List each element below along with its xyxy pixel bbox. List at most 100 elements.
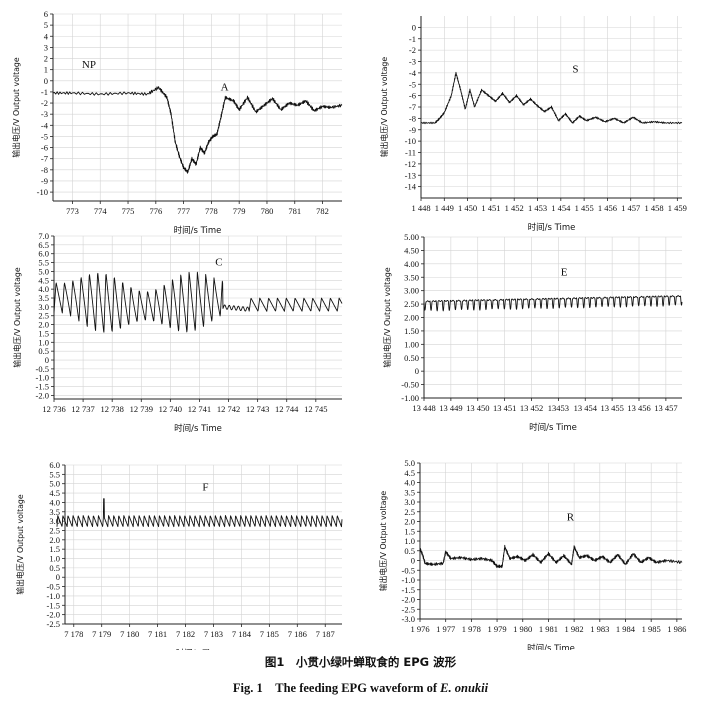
waveform-line [53, 271, 343, 333]
y-tick-label: 0.5 [49, 563, 60, 573]
y-axis-label: 输出电压/V Output voltage [379, 57, 389, 158]
x-tick-label: 1 457 [621, 203, 640, 213]
x-axis-label: 时间/s Time [529, 422, 577, 433]
x-tick-label: 1 455 [575, 203, 594, 213]
x-tick-label: 1 978 [462, 624, 481, 634]
x-tick-label: 781 [288, 206, 301, 216]
y-axis-label: 输出电压/V Output voltage [15, 494, 25, 595]
x-tick-label: 1 985 [642, 624, 661, 634]
y-tick-label: 2.0 [404, 517, 415, 527]
y-tick-label: -6 [41, 143, 48, 153]
y-tick-label: -0.5 [36, 364, 49, 374]
x-tick-label: 1 977 [436, 624, 455, 634]
waveform-line [419, 544, 683, 569]
y-tick-label: 5 [44, 20, 48, 30]
y-tick-label: -2.5 [47, 619, 60, 629]
y-tick-label: -4 [41, 120, 49, 130]
y-tick-label: 2.0 [38, 320, 49, 330]
x-tick-label: 774 [94, 206, 108, 216]
x-tick-label: 12 743 [246, 404, 269, 414]
y-tick-label: 4.00 [404, 259, 419, 269]
y-tick-label: 4.0 [38, 284, 49, 294]
waveform-annotation: C [215, 256, 222, 268]
x-tick-label: 1 454 [551, 203, 571, 213]
x-axis-label: 时间/s Time [174, 225, 222, 236]
x-tick-label: 13 454 [574, 403, 598, 413]
y-tick-label: 1.5 [404, 526, 415, 536]
x-tick-label: 1 984 [616, 624, 636, 634]
y-tick-label: 1 [44, 65, 48, 75]
y-tick-label: -2 [41, 98, 48, 108]
x-tick-label: 12 742 [217, 404, 240, 414]
x-tick-label: 7 181 [148, 629, 167, 639]
y-tick-label: -2.5 [402, 604, 415, 614]
x-axis-label: 时间/s Time [174, 423, 222, 434]
y-tick-label: 3.5 [404, 487, 415, 497]
y-tick-label: 6.0 [49, 460, 60, 470]
y-tick-label: 1.00 [404, 339, 419, 349]
y-tick-label: 0 [56, 572, 60, 582]
waveform-annotation: S [572, 63, 578, 75]
y-tick-label: 0.50 [404, 353, 419, 363]
waveform-line [420, 71, 683, 125]
y-tick-label: 3.0 [49, 516, 60, 526]
y-tick-label: 0 [412, 22, 416, 32]
x-tick-label: 13 456 [627, 403, 650, 413]
chart-panel-6: 5.04.54.03.53.02.52.01.51.00.50-0.5-1.0-… [378, 458, 686, 650]
x-tick-label: 1 448 [411, 203, 430, 213]
y-tick-label: 5.0 [38, 266, 49, 276]
x-tick-label: 12 740 [159, 404, 182, 414]
y-tick-label: 0.5 [38, 346, 49, 356]
x-tick-label: 13 451 [493, 403, 516, 413]
y-tick-label: 0 [44, 76, 48, 86]
x-tick-label: 12 738 [100, 404, 123, 414]
y-tick-label: 5.0 [49, 479, 60, 489]
chart-panel-5: 6.05.55.04.54.03.53.02.52.01.51.00.50-0.… [15, 460, 343, 650]
x-tick-label: 12 744 [275, 404, 299, 414]
x-axis-label: 时间/s Time [527, 643, 575, 650]
y-tick-label: 4.0 [49, 497, 60, 507]
y-tick-label: -1.0 [36, 373, 49, 383]
caption-prefix: Fig. 1 The feeding EPG waveform of [232, 681, 441, 695]
y-tick-label: -1.0 [402, 575, 415, 585]
y-tick-label: 7.0 [38, 231, 49, 241]
x-tick-label: 7 187 [316, 629, 335, 639]
x-tick-label: 13453 [548, 403, 569, 413]
y-tick-label: 2.0 [49, 535, 60, 545]
x-tick-label: 782 [316, 206, 329, 216]
y-tick-label: -5 [41, 131, 48, 141]
y-tick-label: -5 [409, 79, 416, 89]
y-tick-label: 3.5 [38, 293, 49, 303]
x-tick-label: 1 983 [590, 624, 609, 634]
y-tick-label: 3.0 [38, 302, 49, 312]
y-tick-label: 2 [44, 54, 48, 64]
x-tick-label: 7 186 [288, 629, 307, 639]
x-tick-label: 13 455 [600, 403, 623, 413]
waveform-annotation: F [202, 481, 208, 493]
y-tick-label: 1.5 [38, 328, 49, 338]
y-tick-label: 2.5 [404, 507, 415, 517]
x-tick-label: 13 449 [439, 403, 462, 413]
y-tick-label: 4.5 [38, 275, 49, 285]
y-tick-label: -2 [409, 45, 416, 55]
y-tick-label: -1.5 [402, 585, 415, 595]
x-tick-label: 1 451 [481, 203, 500, 213]
y-tick-label: 2.50 [404, 299, 419, 309]
x-tick-label: 7 179 [92, 629, 111, 639]
x-tick-label: 12 745 [304, 404, 327, 414]
y-axis-label: 输出电压/V Output voltage [382, 267, 392, 368]
y-axis-label: 输出电压/V Output voltage [378, 491, 388, 592]
y-tick-label: -2.0 [402, 595, 415, 605]
x-tick-label: 776 [149, 206, 162, 216]
figure-caption-chinese: 图1 小贯小绿叶蝉取食的 EPG 波形 [264, 655, 457, 669]
y-tick-label: 4 [44, 31, 49, 41]
x-tick-label: 12 741 [188, 404, 211, 414]
waveform-annotation: R [567, 512, 575, 524]
y-tick-label: -2.0 [47, 610, 60, 620]
x-tick-label: 1 980 [513, 624, 532, 634]
y-tick-label: -1 [409, 34, 416, 44]
x-tick-label: 1 459 [668, 203, 687, 213]
y-tick-label: 4.5 [404, 468, 415, 478]
y-tick-label: -7 [41, 154, 48, 164]
